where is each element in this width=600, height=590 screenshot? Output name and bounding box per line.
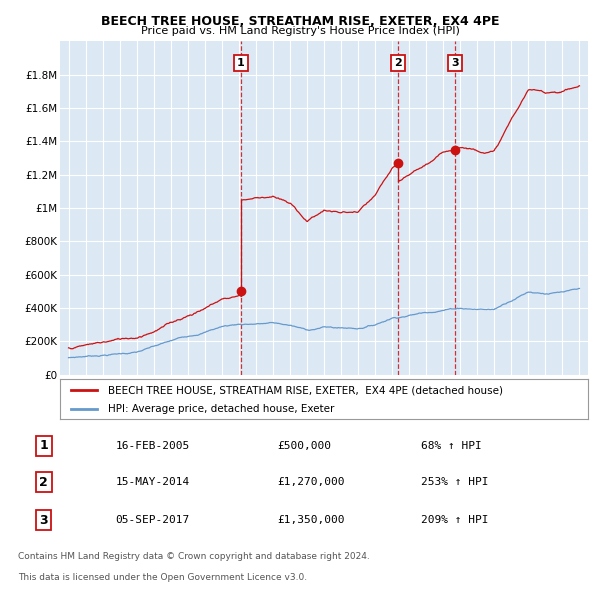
- Text: 2: 2: [40, 476, 48, 489]
- Text: £1,270,000: £1,270,000: [277, 477, 344, 487]
- Text: 05-SEP-2017: 05-SEP-2017: [116, 515, 190, 525]
- Text: This data is licensed under the Open Government Licence v3.0.: This data is licensed under the Open Gov…: [18, 573, 307, 582]
- Text: BEECH TREE HOUSE, STREATHAM RISE, EXETER,  EX4 4PE (detached house): BEECH TREE HOUSE, STREATHAM RISE, EXETER…: [107, 385, 503, 395]
- Text: 15-MAY-2014: 15-MAY-2014: [116, 477, 190, 487]
- Text: Contains HM Land Registry data © Crown copyright and database right 2024.: Contains HM Land Registry data © Crown c…: [18, 552, 370, 561]
- Text: 3: 3: [40, 514, 48, 527]
- Text: 1: 1: [237, 58, 245, 68]
- Text: 1: 1: [40, 439, 48, 452]
- Text: £1,350,000: £1,350,000: [277, 515, 344, 525]
- Text: 68% ↑ HPI: 68% ↑ HPI: [421, 441, 482, 451]
- Text: £500,000: £500,000: [277, 441, 331, 451]
- Text: HPI: Average price, detached house, Exeter: HPI: Average price, detached house, Exet…: [107, 404, 334, 414]
- Text: BEECH TREE HOUSE, STREATHAM RISE, EXETER, EX4 4PE: BEECH TREE HOUSE, STREATHAM RISE, EXETER…: [101, 15, 499, 28]
- Text: 2: 2: [395, 58, 403, 68]
- Text: 16-FEB-2005: 16-FEB-2005: [116, 441, 190, 451]
- Text: 3: 3: [451, 58, 458, 68]
- Text: 209% ↑ HPI: 209% ↑ HPI: [421, 515, 488, 525]
- Text: 253% ↑ HPI: 253% ↑ HPI: [421, 477, 488, 487]
- Text: Price paid vs. HM Land Registry's House Price Index (HPI): Price paid vs. HM Land Registry's House …: [140, 26, 460, 36]
